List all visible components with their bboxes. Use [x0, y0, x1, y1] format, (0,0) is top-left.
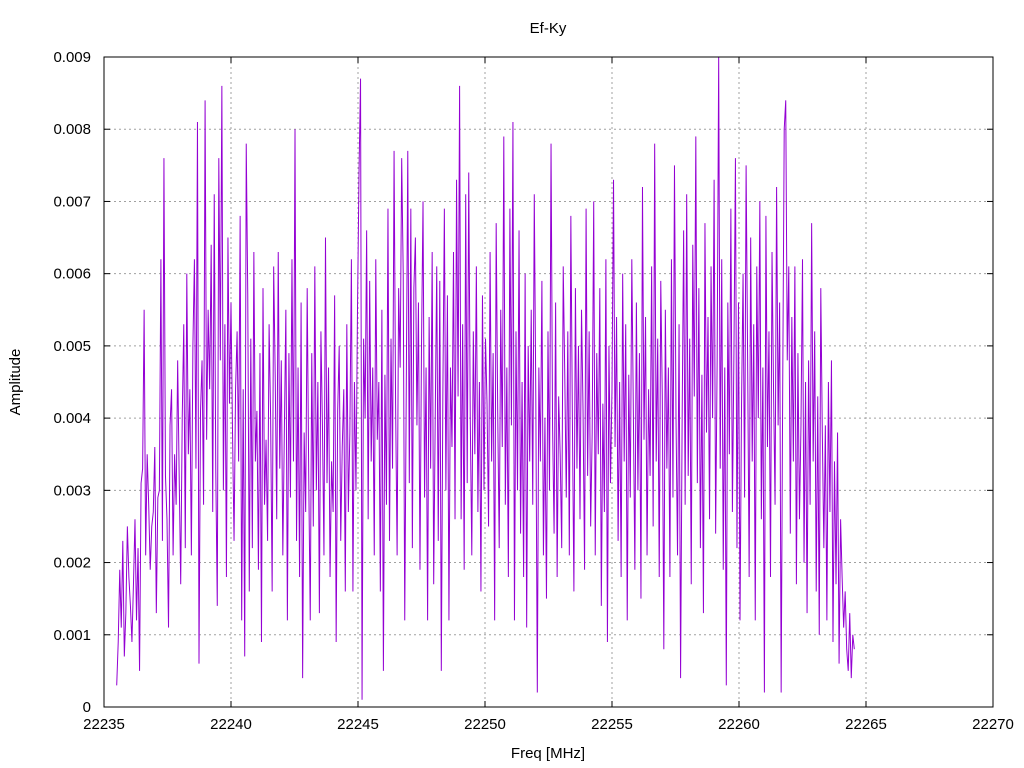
axis-ticks [103, 56, 994, 708]
x-tick-label: 22235 [83, 716, 125, 733]
y-tick-label: 0.008 [53, 121, 91, 138]
y-tick-label: 0.006 [53, 266, 91, 283]
y-tick-label: 0.009 [53, 49, 91, 66]
x-tick-label: 22270 [972, 716, 1014, 733]
spectrum-line [116, 56, 855, 700]
y-axis-label: Amplitude [7, 349, 24, 416]
data-series [116, 56, 855, 700]
plot-frame [103, 56, 994, 708]
x-tick-labels: 22235 22240 22245 22250 22255 22260 22265 22270 [83, 716, 1014, 733]
y-tick-label: 0.004 [53, 410, 91, 427]
x-tick-label: 22255 [591, 716, 633, 733]
x-tick-label: 22245 [337, 716, 379, 733]
chart-title: Ef-Ky [530, 20, 567, 37]
y-tick-label: 0.002 [53, 555, 91, 572]
x-tick-label: 22240 [210, 716, 252, 733]
x-axis-label: Freq [MHz] [511, 745, 585, 762]
x-tick-label: 22250 [464, 716, 506, 733]
y-tick-labels: 0 0.001 0.002 0.003 0.004 0.005 0.006 0.007 0.00… [53, 49, 91, 716]
y-tick-label: 0.003 [53, 482, 91, 499]
x-tick-label: 22265 [845, 716, 887, 733]
x-tick-label: 22260 [718, 716, 760, 733]
y-tick-label: 0.007 [53, 193, 91, 210]
y-tick-label: 0.001 [53, 627, 91, 644]
y-tick-label: 0 [83, 699, 91, 716]
y-tick-label: 0.005 [53, 338, 91, 355]
